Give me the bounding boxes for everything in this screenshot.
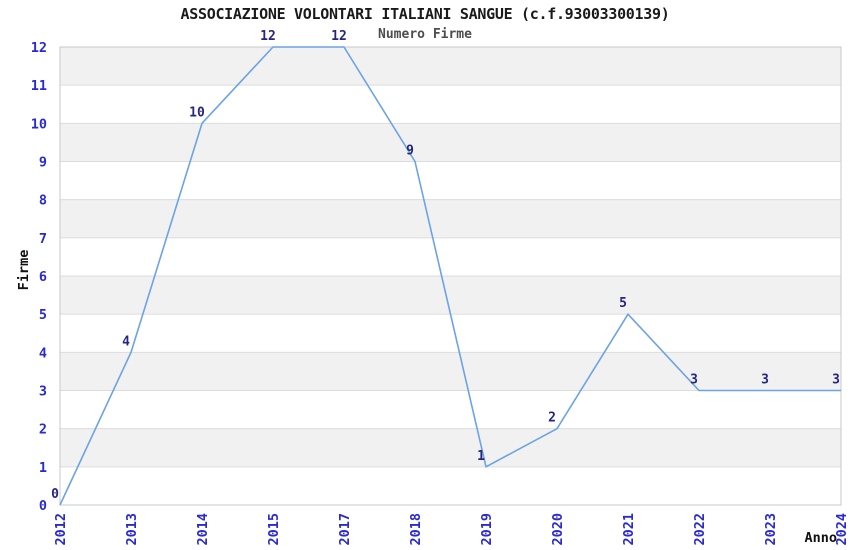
y-tick-label: 1 [39, 460, 47, 476]
y-tick-label: 10 [31, 116, 47, 132]
y-tick-label: 11 [31, 78, 47, 94]
x-tick-label: 2018 [408, 513, 424, 546]
chart-title: ASSOCIAZIONE VOLONTARI ITALIANI SANGUE (… [180, 5, 670, 23]
data-point-label: 3 [832, 373, 840, 388]
plot-band [60, 352, 841, 391]
x-tick-label: 2022 [692, 513, 708, 546]
data-point-label: 1 [477, 449, 485, 464]
plot-band [60, 199, 841, 238]
plot-band [60, 123, 841, 162]
x-tick-label: 2017 [337, 513, 353, 546]
x-axis-title: Anno [804, 530, 837, 546]
data-point-label: 10 [189, 105, 205, 120]
data-point-label: 0 [51, 487, 59, 502]
data-point-label: 5 [619, 296, 627, 311]
plot-band [60, 276, 841, 315]
x-tick-label: 2019 [479, 513, 495, 546]
data-point-label: 12 [260, 29, 276, 44]
y-tick-label: 12 [31, 40, 47, 56]
y-tick-label: 2 [39, 422, 47, 438]
x-tick-label: 2023 [763, 513, 779, 546]
plot-border [59, 46, 842, 506]
y-tick-label: 5 [39, 307, 47, 323]
x-tick-label: 2013 [124, 513, 140, 546]
data-point-label: 9 [406, 144, 414, 159]
plot-band [60, 47, 841, 86]
series-line [59, 46, 841, 506]
y-tick-label: 7 [39, 231, 47, 247]
x-tick-label: 2015 [266, 513, 282, 546]
x-tick-label: 2020 [550, 513, 566, 546]
x-tick-label: 2012 [53, 513, 69, 546]
x-tick-label: 2024 [834, 513, 850, 546]
x-tick-label: 2021 [621, 513, 637, 546]
y-tick-label: 3 [39, 384, 47, 400]
y-tick-label: 8 [39, 193, 47, 209]
y-tick-label: 9 [39, 155, 47, 171]
data-point-label: 3 [761, 373, 769, 388]
y-tick-label: 4 [39, 345, 47, 361]
data-point-label: 2 [548, 411, 556, 426]
plot-band [60, 428, 841, 467]
data-point-label: 3 [690, 373, 698, 388]
y-tick-label: 6 [39, 269, 47, 285]
x-tick-label: 2014 [195, 513, 211, 546]
data-point-label: 4 [122, 334, 130, 349]
chart-subtitle: Numero Firme [378, 27, 472, 42]
data-point-label: 12 [331, 29, 347, 44]
y-tick-label: 0 [39, 498, 47, 514]
